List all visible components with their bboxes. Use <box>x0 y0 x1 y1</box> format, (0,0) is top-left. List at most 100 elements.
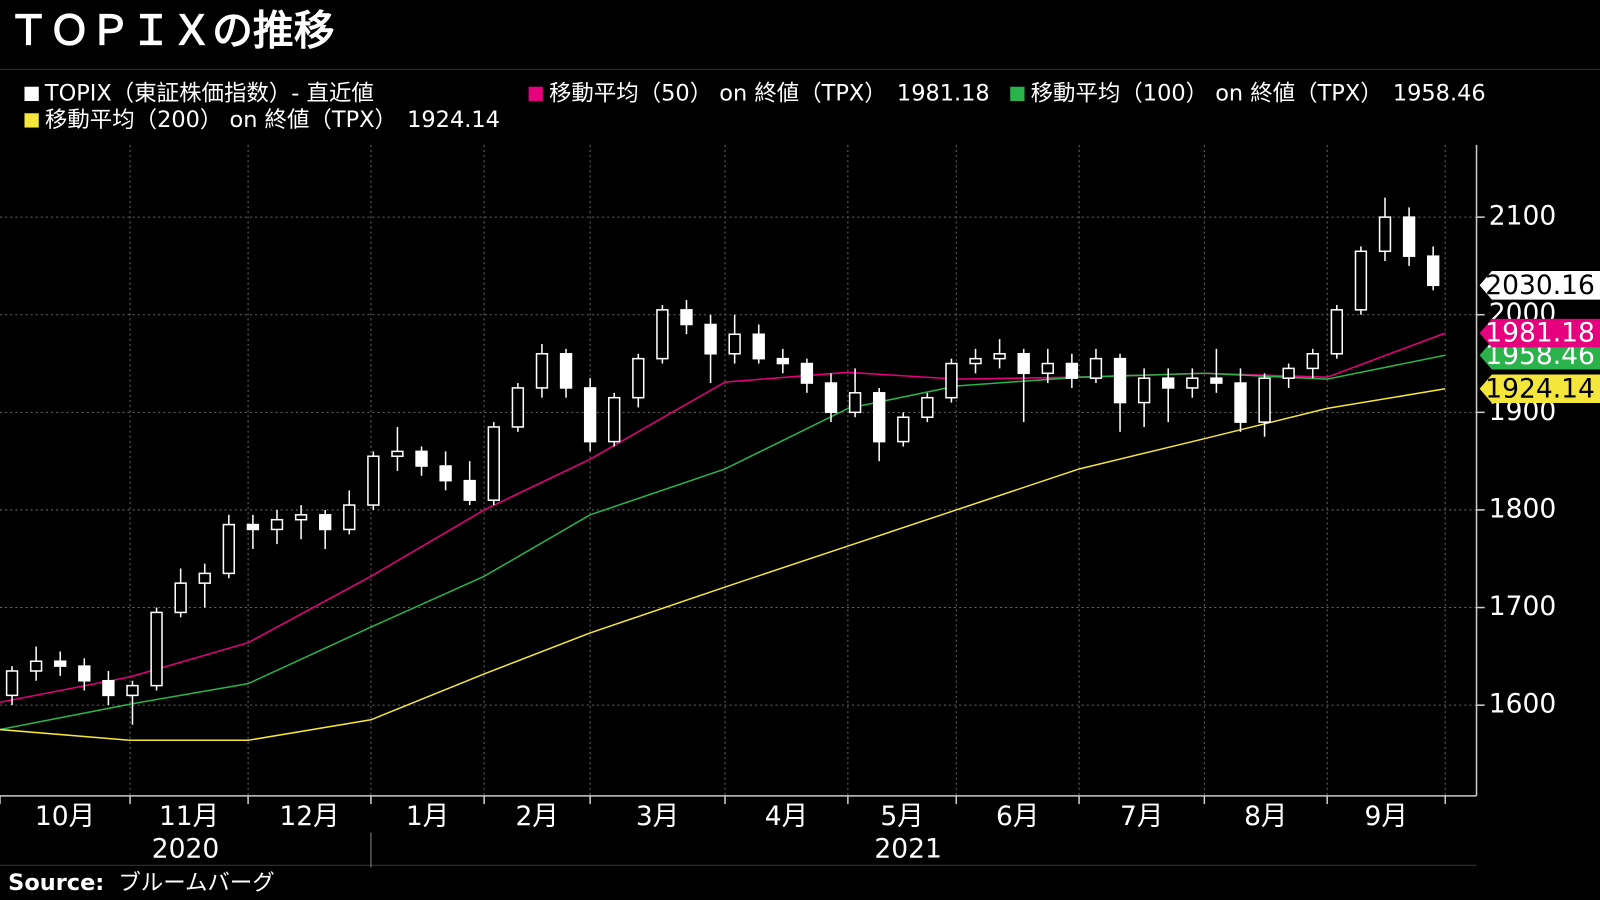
legend-value: 1958.46 <box>1393 80 1486 106</box>
legend-value: 1981.18 <box>897 80 990 106</box>
candle-body <box>1426 255 1440 287</box>
x-tick-label: 9月 <box>1365 801 1408 832</box>
candle-body <box>270 518 284 531</box>
candle-body <box>1282 367 1295 379</box>
legend-marker <box>1010 86 1025 102</box>
candle-body <box>583 387 597 443</box>
legend-marker <box>24 86 39 102</box>
ma-tag-label: 1924.14 <box>1485 373 1595 404</box>
moving-average-line <box>0 354 1446 731</box>
year-label: 2021 <box>874 834 941 865</box>
legend-marker <box>528 86 543 102</box>
candle-body <box>1258 377 1271 423</box>
candle-body <box>921 396 934 418</box>
candle-body <box>945 362 958 399</box>
x-tick-label: 6月 <box>996 801 1039 832</box>
candle-body <box>752 333 765 360</box>
y-tick-label: 1800 <box>1489 493 1556 524</box>
candle-body <box>54 660 67 667</box>
topix-tag <box>1479 271 1600 300</box>
candle-body <box>776 357 790 365</box>
candle-body <box>704 323 717 355</box>
candle-body <box>969 357 982 365</box>
candle-body <box>1137 377 1151 404</box>
x-tick-label: 7月 <box>1120 801 1163 832</box>
x-tick-label: 11月 <box>159 801 219 832</box>
chart-title: ＴＯＰＩＸの推移 <box>8 7 334 55</box>
candle-body <box>872 392 886 443</box>
x-tick-label: 10月 <box>35 801 95 832</box>
x-tick-label: 5月 <box>880 801 923 832</box>
candle-body <box>487 426 500 501</box>
candle-body <box>848 392 862 414</box>
y-tick-label: 1600 <box>1489 689 1556 720</box>
candle-body <box>463 479 476 501</box>
x-tick-label: 3月 <box>636 801 679 832</box>
ma-tag <box>1479 374 1600 404</box>
candle-body <box>1017 353 1030 375</box>
legend-marker <box>24 113 39 128</box>
topix-tag-label: 2030.16 <box>1485 270 1595 301</box>
y-tick-label: 1700 <box>1489 591 1556 622</box>
candle-body <box>511 387 525 428</box>
legend-label: 移動平均（200） on 終値（TPX） <box>45 107 397 133</box>
source: ブルームバーグ <box>118 870 274 896</box>
candle-body <box>1330 309 1344 355</box>
candle-body <box>5 670 19 697</box>
x-tick-label: 2月 <box>515 801 558 832</box>
candle-body <box>680 309 693 326</box>
ma-tag <box>1479 340 1600 370</box>
x-tick-label: 4月 <box>765 801 808 832</box>
candle-body <box>78 665 91 682</box>
ma-tag-label: 1981.18 <box>1485 318 1595 349</box>
candle-body <box>897 416 910 443</box>
y-tick-label: 2100 <box>1489 201 1556 232</box>
candle-body <box>294 514 308 521</box>
candle-body <box>1378 216 1392 253</box>
candle-body <box>1041 362 1054 375</box>
candle-body <box>367 455 380 506</box>
candle-body <box>1065 362 1079 379</box>
x-tick-label: 8月 <box>1244 801 1287 832</box>
candle-body <box>1402 216 1416 257</box>
source-label: Source: <box>8 870 104 896</box>
candle-body <box>198 572 211 584</box>
candle-body <box>1113 357 1127 404</box>
legend-label: TOPIX（東証株価指数）- 直近値 <box>44 80 374 106</box>
candle-body <box>439 465 452 482</box>
candle-body <box>343 504 356 531</box>
candle-body <box>559 353 573 389</box>
legend-label: 移動平均（50） on 終値（TPX） <box>549 80 887 106</box>
candle-body <box>1186 377 1199 389</box>
year-label: 2020 <box>152 834 219 865</box>
candle-body <box>1162 377 1175 389</box>
legend-label: 移動平均（100） on 終値（TPX） <box>1031 80 1383 106</box>
x-tick-label: 12月 <box>279 801 339 832</box>
candle-body <box>1234 382 1247 423</box>
candle-body <box>391 450 404 458</box>
candle-body <box>318 514 332 531</box>
legend-value: 1924.14 <box>407 107 500 133</box>
candle-body <box>608 396 621 443</box>
candle-body <box>800 362 814 384</box>
candle-body <box>632 357 645 399</box>
candle-body <box>102 679 115 697</box>
x-tick-label: 1月 <box>406 801 449 832</box>
candle-body <box>535 353 549 389</box>
candle-body <box>728 333 741 355</box>
candle-body <box>29 660 43 672</box>
candle-body <box>1306 353 1319 370</box>
candle-body <box>1354 250 1368 311</box>
candle-body <box>656 309 669 360</box>
candle-body <box>222 523 236 575</box>
candle-body <box>824 382 838 414</box>
candle-body <box>246 523 260 531</box>
candle-body <box>126 684 139 697</box>
candle-body <box>1089 357 1103 379</box>
candle-body <box>415 450 428 467</box>
candle-body <box>993 353 1006 360</box>
candle-body <box>150 611 163 687</box>
